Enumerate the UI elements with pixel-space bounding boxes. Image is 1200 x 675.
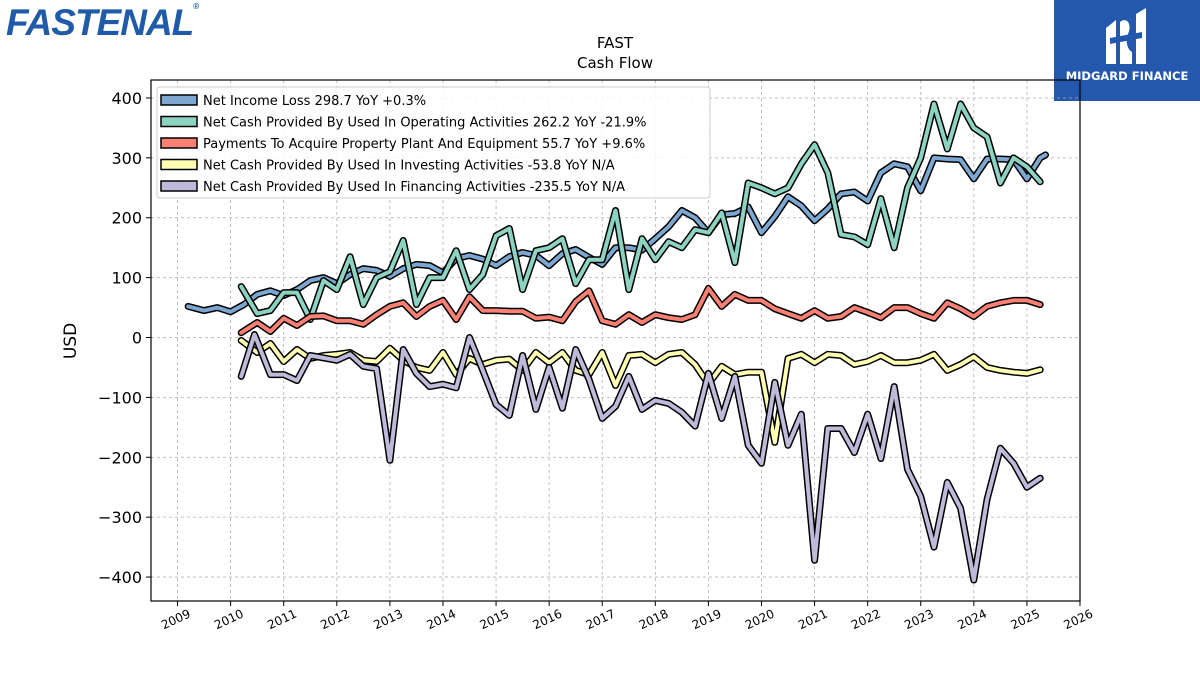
- y-tick-label: 0: [132, 329, 142, 348]
- y-tick-label: 300: [111, 149, 142, 168]
- x-tick-label: 2014: [424, 607, 458, 633]
- midgard-finance-badge: MIDGARD FINANCE: [1054, 0, 1200, 101]
- chart-subtitle: Cash Flow: [577, 54, 653, 72]
- x-tick-label: 2015: [478, 607, 512, 633]
- x-tick-label: 2023: [902, 607, 936, 633]
- y-tick-label: −200: [98, 448, 142, 467]
- y-tick-label: 400: [111, 89, 142, 108]
- x-tick-label: 2019: [690, 607, 724, 633]
- x-tick-label: 2017: [584, 607, 618, 633]
- x-tick-label: 2024: [955, 607, 989, 633]
- legend-entry: Net Cash Provided By Used In Investing A…: [203, 159, 615, 174]
- series-line: [237, 331, 1044, 584]
- chart-legend: Net Income Loss 298.7 YoY +0.3% Net Cash …: [156, 86, 711, 199]
- x-tick-label: 2020: [743, 607, 777, 633]
- legend-frame: [156, 86, 711, 199]
- logo-text: Fastenal: [6, 2, 194, 43]
- legend-swatch: [160, 158, 198, 171]
- x-tick-label: 2013: [371, 607, 405, 633]
- x-tick-label: 2012: [318, 607, 352, 633]
- x-tick-label: 2022: [849, 607, 883, 633]
- y-tick-label: −100: [98, 388, 142, 407]
- y-tick-label: −400: [98, 568, 142, 587]
- legend-swatch: [160, 115, 198, 128]
- y-tick-label: 100: [111, 269, 142, 288]
- chart-title: FAST: [597, 34, 634, 52]
- y-tick-label: 200: [111, 209, 142, 228]
- legend-entry: Net Cash Provided By Used In Operating A…: [203, 116, 646, 131]
- plot-area-frame: [150, 79, 1081, 602]
- fastenal-logo: Fastenal®: [6, 2, 199, 43]
- x-tick-label: 2009: [159, 607, 193, 633]
- x-tick-label: 2026: [1062, 607, 1096, 633]
- legend-swatch: [160, 180, 198, 192]
- legend-swatch: [160, 94, 198, 106]
- legend-entry: Net Cash Provided By Used In Financing A…: [203, 180, 625, 195]
- series-line: [237, 100, 1044, 323]
- midgard-emblem-icon: [1106, 8, 1146, 64]
- legend-entry: Net Income Loss 298.7 YoY +0.3%: [203, 94, 426, 109]
- x-tick-label: 2021: [796, 607, 830, 633]
- y-axis-label: USD: [61, 323, 81, 359]
- brand-name: MIDGARD FINANCE: [1065, 69, 1189, 83]
- y-tick-label: −300: [98, 508, 142, 527]
- series-lines: [184, 100, 1049, 584]
- legend-entry: Payments To Acquire Property Plant And E…: [203, 137, 645, 152]
- x-tick-label: 2011: [265, 607, 299, 633]
- x-tick-label: 2018: [637, 607, 671, 633]
- legend-swatch: [160, 137, 198, 149]
- x-tick-label: 2016: [531, 607, 565, 633]
- x-tick-label: 2010: [212, 607, 246, 633]
- x-tick-label: 2025: [1008, 607, 1042, 633]
- series-line: [237, 284, 1044, 337]
- series-line: [237, 337, 1044, 446]
